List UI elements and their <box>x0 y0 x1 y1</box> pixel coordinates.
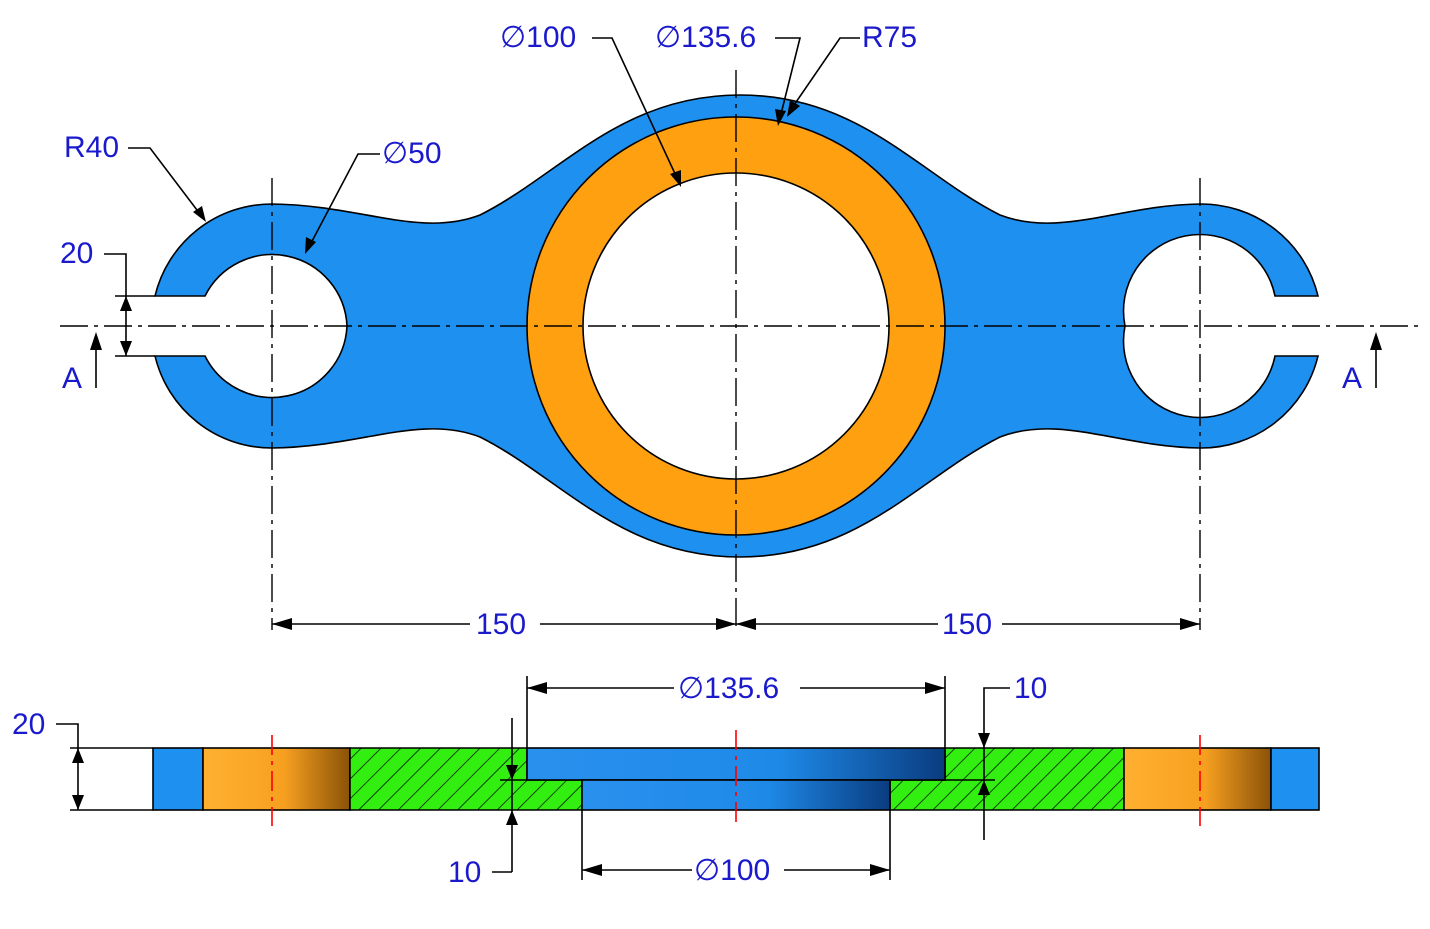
section-left-hole <box>202 747 351 811</box>
section-label-left: A <box>62 362 82 395</box>
end-hole-label: ∅50 <box>382 137 442 170</box>
bore-callout: ∅100 <box>500 21 681 187</box>
right-spacing-dim: 150 <box>736 608 1200 641</box>
section-right-hole <box>1123 747 1272 811</box>
bottom-step-dim: 10 <box>448 718 527 889</box>
slot-width-dim: 20 <box>60 237 155 357</box>
bore-dia-dim: ∅100 <box>581 810 891 887</box>
right-spacing-label: 150 <box>942 608 992 641</box>
bore-dia-label: ∅100 <box>694 854 770 887</box>
r75-callout: R75 <box>787 21 917 117</box>
r40-label: R40 <box>64 131 119 164</box>
section-label-right: A <box>1342 362 1362 395</box>
slot-width-label: 20 <box>60 237 93 270</box>
bottom-step-label: 10 <box>448 856 481 889</box>
counterbore-dia-dim: ∅135.6 <box>526 672 946 748</box>
bore-label: ∅100 <box>500 21 576 54</box>
counterbore-depth-label: 10 <box>1014 672 1047 705</box>
left-spacing-label: 150 <box>476 608 526 641</box>
end-hole-callout: ∅50 <box>305 137 442 254</box>
counterbore-depth-dim: 10 <box>945 672 1047 840</box>
section-right-end <box>1270 747 1320 811</box>
section-arrow-left: A <box>62 332 102 395</box>
section-left-end <box>152 747 204 811</box>
plan-view: R75 ∅135.6 ∅100 R40 ∅50 <box>60 21 1418 641</box>
thickness-dim: 20 <box>12 708 153 811</box>
r75-label: R75 <box>862 21 917 54</box>
bushing-outer-callout: ∅135.6 <box>655 21 802 126</box>
left-spacing-dim: 150 <box>272 608 736 641</box>
section-view: ∅135.6 10 20 10 <box>12 672 1320 889</box>
bushing-outer-label: ∅135.6 <box>655 21 756 54</box>
thickness-label: 20 <box>12 708 45 741</box>
section-arrow-right: A <box>1342 332 1382 395</box>
r40-callout: R40 <box>64 131 206 222</box>
counterbore-dia-label: ∅135.6 <box>678 672 779 705</box>
